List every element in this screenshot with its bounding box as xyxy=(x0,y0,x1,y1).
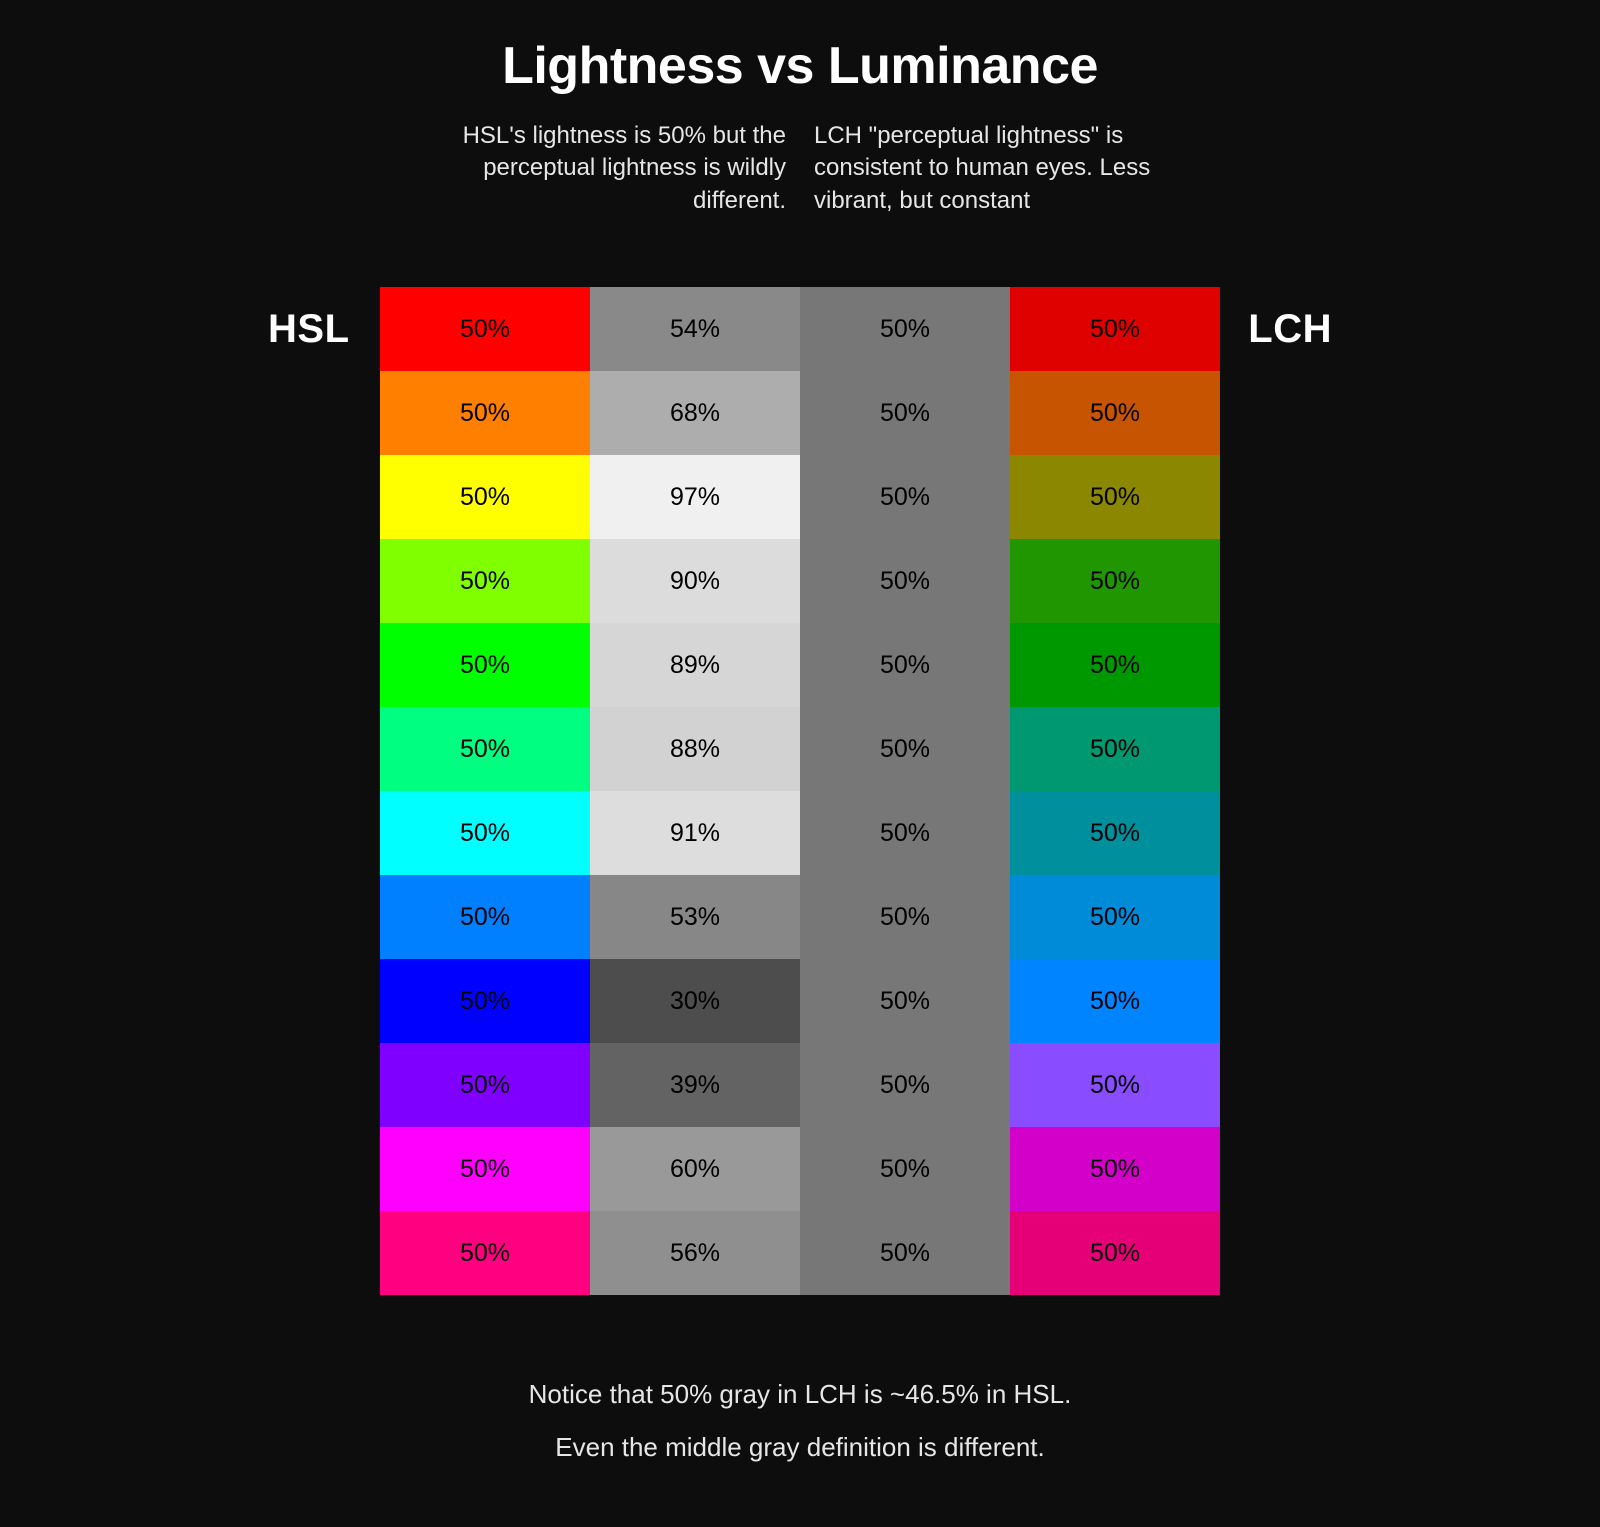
hsl-color-cell: 50% xyxy=(380,623,590,707)
lch-color-cell: 50% xyxy=(1010,539,1220,623)
hsl-color-cell: 50% xyxy=(380,1127,590,1211)
subtitle-lch: LCH "perceptual lightness" is consistent… xyxy=(814,120,1214,217)
lch-gray-cell: 50% xyxy=(800,959,1010,1043)
lch-gray-cell: 50% xyxy=(800,371,1010,455)
axis-label-hsl: HSL xyxy=(160,287,380,352)
lch-gray-cell: 50% xyxy=(800,623,1010,707)
hsl-color-cell: 50% xyxy=(380,707,590,791)
lch-gray-cell: 50% xyxy=(800,539,1010,623)
footer-line-2: Even the middle gray definition is diffe… xyxy=(0,1428,1600,1467)
hsl-color-cell: 50% xyxy=(380,1211,590,1295)
hsl-color-cell: 50% xyxy=(380,455,590,539)
lch-color-cell: 50% xyxy=(1010,623,1220,707)
lch-gray-cell: 50% xyxy=(800,1211,1010,1295)
lch-gray-cell: 50% xyxy=(800,875,1010,959)
subtitle-hsl: HSL's lightness is 50% but the perceptua… xyxy=(386,120,786,217)
page-title: Lightness vs Luminance xyxy=(0,36,1600,96)
lch-color-cell: 50% xyxy=(1010,1211,1220,1295)
lch-color-cell: 50% xyxy=(1010,959,1220,1043)
hsl-color-cell: 50% xyxy=(380,959,590,1043)
lch-gray-cell: 50% xyxy=(800,1043,1010,1127)
color-grid: 50%54%50%50%50%68%50%50%50%97%50%50%50%9… xyxy=(380,287,1220,1295)
hsl-color-cell: 50% xyxy=(380,1043,590,1127)
hsl-color-cell: 50% xyxy=(380,287,590,371)
lch-color-cell: 50% xyxy=(1010,1127,1220,1211)
hsl-gray-cell: 90% xyxy=(590,539,800,623)
hsl-gray-cell: 91% xyxy=(590,791,800,875)
hsl-gray-cell: 39% xyxy=(590,1043,800,1127)
hsl-color-cell: 50% xyxy=(380,539,590,623)
hsl-gray-cell: 54% xyxy=(590,287,800,371)
footer-notes: Notice that 50% gray in LCH is ~46.5% in… xyxy=(0,1375,1600,1467)
lch-gray-cell: 50% xyxy=(800,287,1010,371)
lch-gray-cell: 50% xyxy=(800,1127,1010,1211)
lch-color-cell: 50% xyxy=(1010,791,1220,875)
page-root: Lightness vs Luminance HSL's lightness i… xyxy=(0,0,1600,1527)
hsl-color-cell: 50% xyxy=(380,875,590,959)
hsl-color-cell: 50% xyxy=(380,791,590,875)
hsl-gray-cell: 53% xyxy=(590,875,800,959)
lch-color-cell: 50% xyxy=(1010,287,1220,371)
axis-label-lch: LCH xyxy=(1220,287,1440,352)
footer-line-1: Notice that 50% gray in LCH is ~46.5% in… xyxy=(0,1375,1600,1414)
hsl-gray-cell: 30% xyxy=(590,959,800,1043)
hsl-gray-cell: 97% xyxy=(590,455,800,539)
lch-gray-cell: 50% xyxy=(800,707,1010,791)
subtitle-row: HSL's lightness is 50% but the perceptua… xyxy=(0,120,1600,217)
hsl-gray-cell: 89% xyxy=(590,623,800,707)
hsl-gray-cell: 88% xyxy=(590,707,800,791)
hsl-gray-cell: 56% xyxy=(590,1211,800,1295)
chart-area: HSL 50%54%50%50%50%68%50%50%50%97%50%50%… xyxy=(0,287,1600,1295)
lch-color-cell: 50% xyxy=(1010,1043,1220,1127)
hsl-gray-cell: 68% xyxy=(590,371,800,455)
lch-color-cell: 50% xyxy=(1010,455,1220,539)
hsl-gray-cell: 60% xyxy=(590,1127,800,1211)
lch-color-cell: 50% xyxy=(1010,875,1220,959)
hsl-color-cell: 50% xyxy=(380,371,590,455)
lch-color-cell: 50% xyxy=(1010,371,1220,455)
lch-gray-cell: 50% xyxy=(800,455,1010,539)
lch-gray-cell: 50% xyxy=(800,791,1010,875)
lch-color-cell: 50% xyxy=(1010,707,1220,791)
